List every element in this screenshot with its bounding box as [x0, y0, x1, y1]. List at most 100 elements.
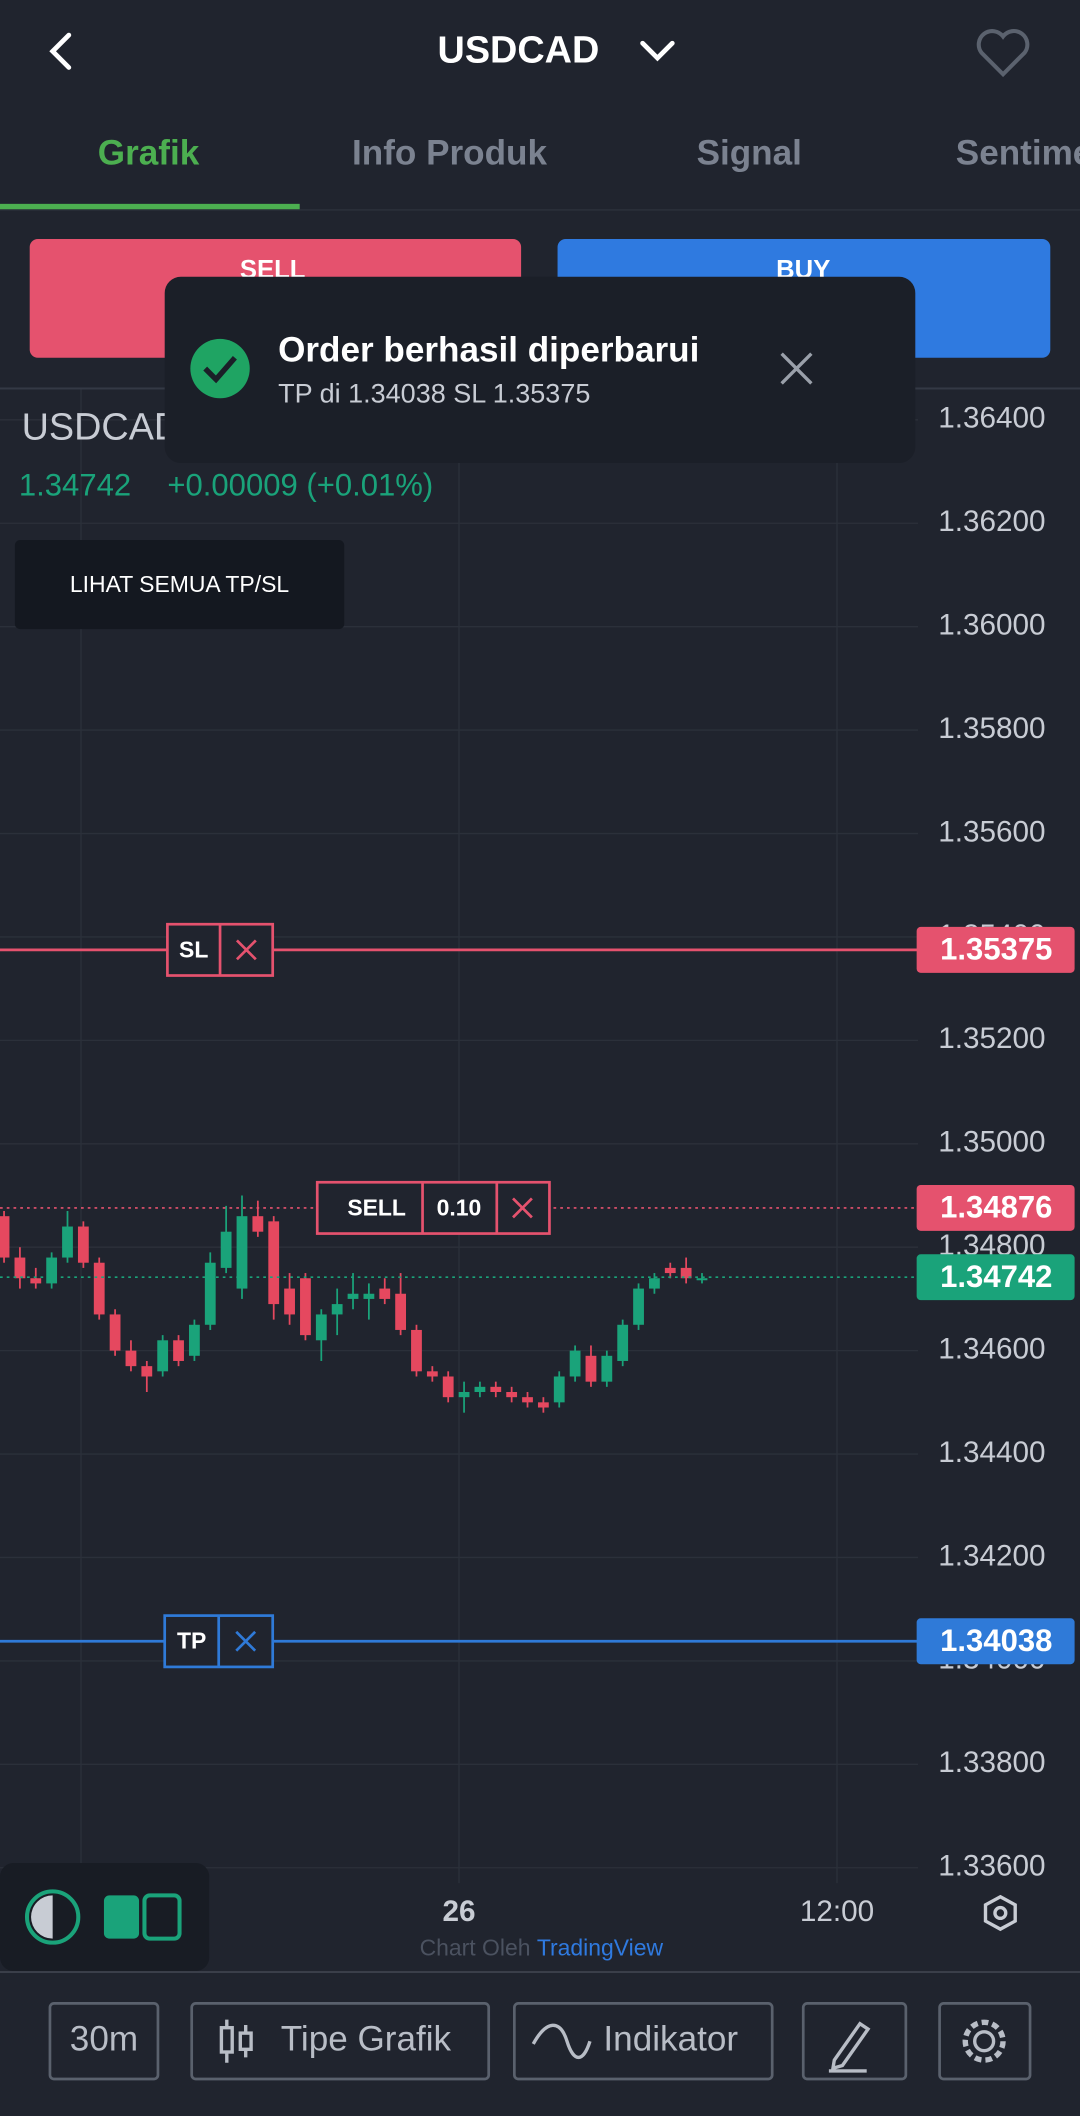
price-tag-label: 1.34876	[940, 1189, 1052, 1224]
candle-body	[30, 1278, 42, 1284]
candle-body	[633, 1288, 644, 1325]
widget-icon[interactable]	[24, 1889, 81, 1945]
order-side: SELL	[347, 1194, 406, 1220]
success-icon	[190, 338, 250, 399]
dropdown-icon[interactable]	[640, 40, 675, 62]
tab[interactable]: Sentimen	[956, 134, 1080, 173]
check-mark	[203, 355, 237, 384]
y-tick-label: 1.33600	[938, 1850, 1045, 1883]
interval-label[interactable]: 30m	[70, 2019, 138, 2058]
candle-body	[204, 1262, 216, 1325]
candle-body	[62, 1226, 73, 1258]
candle-body	[252, 1216, 264, 1232]
tp-label: TP	[177, 1628, 206, 1654]
y-tick-label: 1.36400	[938, 402, 1045, 435]
gear-icon	[962, 2019, 1006, 2063]
candle-body	[236, 1216, 248, 1289]
candle-body	[46, 1257, 58, 1284]
price-tag	[916, 1618, 1075, 1665]
candle-body	[189, 1324, 200, 1356]
price-tag	[916, 926, 1075, 973]
symbol-price: 1.34742	[19, 468, 131, 503]
chart: 1.336001.338001.340001.342001.344001.346…	[0, 388, 1075, 1884]
y-tick-label: 1.34200	[938, 1539, 1045, 1572]
candle-body	[585, 1355, 597, 1382]
view-all-button[interactable]	[14, 540, 345, 630]
header-title[interactable]: USDCAD	[438, 30, 600, 72]
view-all-label[interactable]: LIHAT SEMUA TP/SL	[70, 571, 289, 597]
y-tick-label: 1.35000	[938, 1126, 1045, 1159]
candle-body	[109, 1314, 121, 1351]
toast	[164, 276, 916, 464]
candle-icon	[219, 2026, 234, 2054]
candle-body	[300, 1278, 311, 1336]
screenshot-icon-lens	[993, 1905, 1008, 1921]
toast-close[interactable]	[780, 352, 813, 385]
widget-icon[interactable]	[103, 1895, 140, 1939]
price-tag-label: 1.34038	[940, 1623, 1052, 1658]
candle-body	[442, 1376, 454, 1398]
remove-button	[235, 1630, 257, 1652]
toast-text: TP di 1.34038 SL 1.35375	[278, 379, 590, 409]
candle-body	[617, 1324, 629, 1361]
y-tick-label: 1.34600	[938, 1332, 1045, 1365]
candle-body	[268, 1221, 280, 1305]
candle-body	[173, 1340, 184, 1361]
widget-icon[interactable]	[142, 1893, 182, 1941]
x-tick-label: 12:00	[800, 1895, 874, 1928]
back-button[interactable]	[49, 32, 72, 70]
settings-button[interactable]	[938, 2002, 1032, 2081]
tab[interactable]: Info Produk	[352, 134, 547, 173]
price-tag	[916, 1184, 1075, 1231]
favorite-icon[interactable]	[976, 29, 1030, 78]
interval-button[interactable]	[48, 2002, 160, 2081]
chart-type-label[interactable]: Tipe Grafik	[281, 2019, 452, 2058]
candle-body	[331, 1304, 343, 1315]
sl-label: SL	[179, 936, 208, 962]
draw-button[interactable]	[801, 2002, 908, 2081]
candle-body	[93, 1262, 105, 1315]
candle-body	[363, 1293, 375, 1299]
order-volume: 0.10	[437, 1194, 482, 1220]
tab-divider	[0, 209, 1080, 211]
y-tick-label: 1.35800	[938, 712, 1045, 745]
indicator-button[interactable]	[513, 2002, 774, 2081]
candle-body	[0, 1216, 10, 1258]
candle-body	[157, 1340, 169, 1372]
candle-body	[680, 1267, 692, 1279]
chart-type-button[interactable]	[190, 2002, 491, 2081]
tab[interactable]: Grafik	[98, 134, 200, 173]
candle-body	[696, 1278, 708, 1281]
x-tick-label: 26	[442, 1895, 475, 1928]
credit-prefix: Chart Oleh	[420, 1934, 531, 1960]
candle-body	[506, 1392, 518, 1398]
candle-body	[537, 1402, 549, 1408]
candle-body	[426, 1371, 438, 1377]
candle-body	[458, 1392, 470, 1398]
candle-body	[125, 1350, 137, 1367]
toolbar	[0, 1971, 1080, 2116]
tab-indicator	[0, 203, 300, 210]
y-tick-label: 1.36200	[938, 505, 1045, 538]
candle-body	[522, 1397, 533, 1403]
price-tag-label: 1.34742	[940, 1259, 1052, 1294]
order-box[interactable]	[315, 1180, 551, 1235]
screenshot-icon[interactable]	[983, 1894, 1017, 1932]
candle-body	[490, 1386, 502, 1393]
remove-button	[235, 939, 257, 961]
credit[interactable]: Chart Oleh TradingView	[420, 1934, 664, 1960]
tab[interactable]: Signal	[697, 134, 802, 173]
y-tick-label: 1.33800	[938, 1746, 1045, 1779]
candle-body	[315, 1314, 327, 1341]
candle-body	[569, 1350, 581, 1377]
toast-title: Order berhasil diperbarui	[278, 331, 699, 370]
candle-body	[601, 1355, 613, 1382]
indicator-label[interactable]: Indikator	[603, 2019, 738, 2058]
credit-brand[interactable]: TradingView	[537, 1934, 664, 1960]
toolbar-divider	[0, 1971, 1080, 1974]
candle-body	[220, 1231, 232, 1268]
candle-body	[77, 1226, 89, 1263]
y-tick-label: 1.35200	[938, 1022, 1045, 1055]
